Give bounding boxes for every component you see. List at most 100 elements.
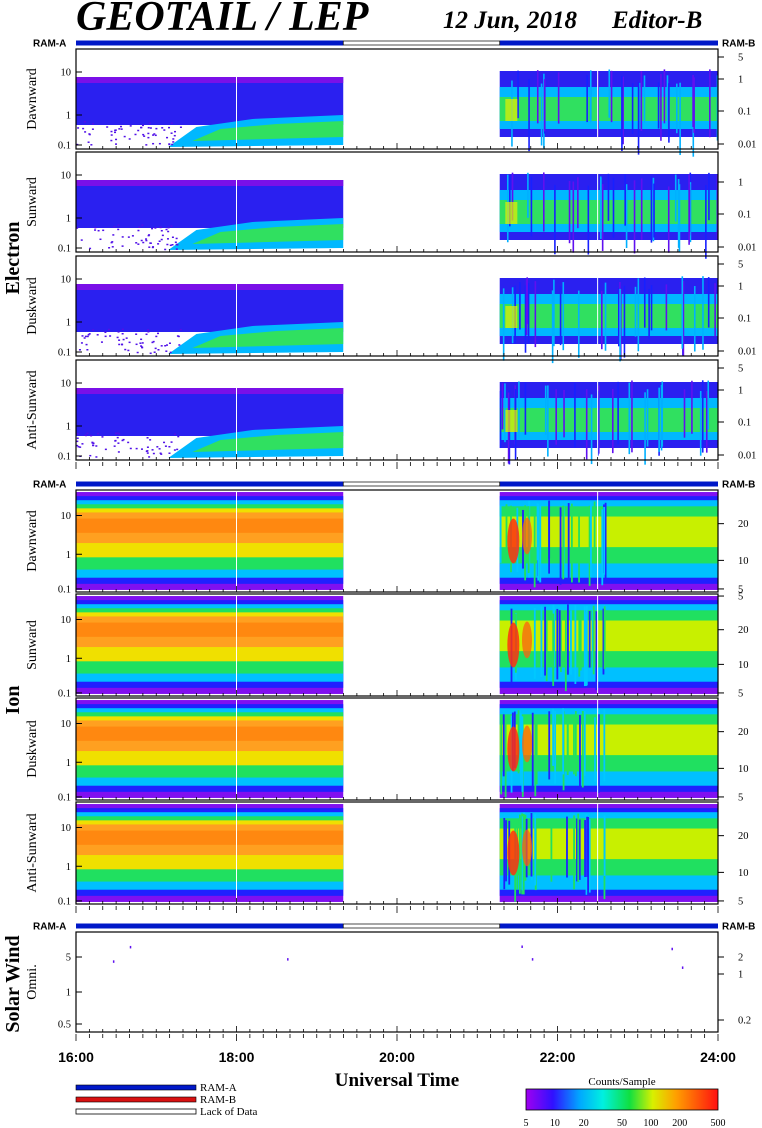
spectrum-stripe <box>601 184 604 251</box>
colorbar-tick-label: 20 <box>579 1118 589 1128</box>
spectrum-stripe <box>657 82 660 129</box>
spectrum-speck <box>116 432 119 434</box>
instrument-title: GEOTAIL / LEP <box>76 0 369 40</box>
right-tick-label: 20 <box>738 727 749 738</box>
spectrum-stripe <box>574 383 576 448</box>
spectrum-stripe <box>595 611 598 691</box>
spectrum-stripe <box>643 277 646 328</box>
spectrum-speck <box>153 133 156 135</box>
panel-ion-sunward: Sunward 10 1 0.1 5 20 10 5 <box>25 592 749 700</box>
spectrum-speck <box>168 143 171 146</box>
spectrum-speck <box>174 130 177 133</box>
spectrum-speck <box>128 138 131 140</box>
right-tick-label: 0.2 <box>738 1016 751 1027</box>
spectrum-stripe <box>562 505 565 580</box>
spectrum-stripe <box>602 608 605 675</box>
right-tick-label: 5 <box>738 584 743 595</box>
spectrum-stripe <box>646 389 649 447</box>
spectrum-speck <box>145 239 148 242</box>
panel-label: Omni. <box>25 964 40 999</box>
panel-label: Sunward <box>25 177 40 227</box>
spectrum-stripe <box>583 711 586 776</box>
spectrum-speck <box>110 241 113 244</box>
spectrum-band <box>76 77 344 83</box>
right-tick-label: 5 <box>738 792 743 803</box>
spectrum-speck <box>179 126 182 129</box>
spectrum-band <box>76 518 344 533</box>
spectrum-stripe <box>511 172 514 221</box>
left-tick-label: 10 <box>61 275 72 286</box>
spectrum-stripe <box>663 69 666 124</box>
spectrum-speck <box>110 130 113 133</box>
spectrum-peak <box>507 830 520 876</box>
lack-segment <box>342 923 501 929</box>
spectrum-stripe <box>542 172 545 232</box>
spectrum-speck <box>167 230 170 233</box>
spectrum-stripe <box>709 69 711 138</box>
spectrum-speck <box>87 141 90 143</box>
spectrum-stripe <box>701 380 704 453</box>
spectrum-stripe <box>564 613 567 692</box>
spectrum-speck <box>149 439 152 441</box>
spectrum-stripe <box>518 814 521 894</box>
group-label-solar-wind: Solar Wind <box>2 935 24 1032</box>
spectrum-speck <box>114 131 117 134</box>
spectrum-peak <box>507 726 520 772</box>
spectrum-speck <box>169 351 172 354</box>
spectrum-speck <box>177 435 180 438</box>
spectrum-peak <box>505 410 518 432</box>
solar-wind-point <box>129 945 132 949</box>
spectrum-speck <box>148 246 151 248</box>
spectrum-speck <box>76 444 79 447</box>
spectrum-speck <box>135 447 138 450</box>
spectrum-speck <box>90 434 93 437</box>
spectrum-stripe <box>600 177 602 239</box>
spectrum-band <box>499 516 718 548</box>
spectrum-band <box>76 726 344 741</box>
spectrum-speck <box>148 234 151 236</box>
spectrum-speck <box>86 335 89 338</box>
spectrum-speck <box>166 243 169 246</box>
spectrum-speck <box>129 125 132 127</box>
spectrum-band <box>499 304 718 328</box>
spectrum-speck <box>88 333 91 335</box>
spectrum-speck <box>169 244 172 247</box>
left-tick-label: 10 <box>61 68 72 79</box>
left-tick-label: 0.1 <box>58 452 71 463</box>
left-tick-label: 1 <box>66 550 71 561</box>
spectrum-speck <box>168 342 171 344</box>
spectrum-speck <box>152 452 155 455</box>
spectrum-speck <box>171 244 174 246</box>
spectrum-stripe <box>568 181 571 244</box>
spectrum-speck <box>102 229 105 232</box>
spectrum-peak <box>522 829 533 867</box>
spectrum-speck <box>163 441 166 444</box>
panel-solar-wind-omni-: Omni. 5 1 0.5 2 1 0.2 <box>25 931 751 1033</box>
spectrum-speck <box>146 446 149 448</box>
spectrum-peak <box>507 518 520 564</box>
spectrum-stripe <box>705 391 708 453</box>
spectrum-speck <box>135 343 138 346</box>
legend-lack-label: Lack of Data <box>200 1106 258 1118</box>
spectrum-stripe <box>640 178 643 240</box>
legend-ram-b-label: RAM-B <box>200 1094 236 1106</box>
spectrum-speck <box>79 446 82 448</box>
spectrum-stripe <box>650 285 653 331</box>
spectrum-speck <box>148 456 151 458</box>
ram-bar: RAM-A RAM-B <box>33 39 755 50</box>
left-tick-label: 1 <box>66 214 71 225</box>
right-tick-label: 20 <box>738 831 749 842</box>
spectrum-stripe <box>518 381 520 440</box>
spectrum-speck <box>127 349 130 352</box>
spectrum-stripe <box>590 502 592 577</box>
spectrum-speck <box>154 134 157 137</box>
spectrum-stripe <box>544 385 547 435</box>
date-title: 12 Jun, 2018 <box>443 7 578 34</box>
spectrum-stripe <box>648 288 650 340</box>
spectrum-speck <box>107 328 110 331</box>
left-tick-label: 0.1 <box>58 244 71 255</box>
spectrum-speck <box>155 335 158 338</box>
spectrum-speck <box>175 243 178 246</box>
x-tick-label: 22:00 <box>540 1049 576 1065</box>
right-tick-label: 1 <box>738 970 743 981</box>
